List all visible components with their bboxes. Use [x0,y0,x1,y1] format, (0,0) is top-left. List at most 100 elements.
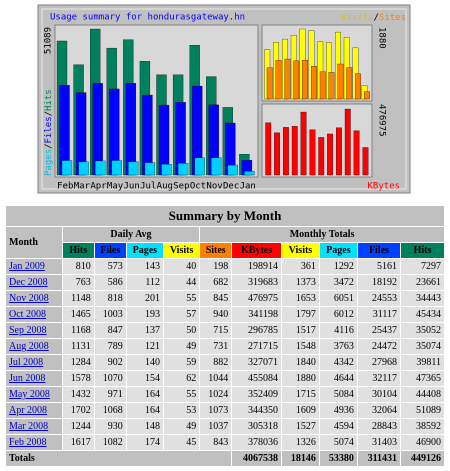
value-cell: 31403 [356,434,402,451]
value-cell: 193 [125,306,165,323]
month-link[interactable]: Dec 2008 [9,277,48,288]
month-link[interactable]: Jun 2008 [9,373,46,384]
pages-bar [194,157,205,176]
value-cell: 198 [199,258,233,275]
max-label: 1880 [377,27,387,49]
kbytes-bar [353,130,360,176]
col-header: Month [5,226,63,259]
x-tick-label: Jan [240,182,256,192]
value-cell: 201 [125,290,165,307]
value-cell: 344350 [231,402,282,419]
legend-item: Visits [341,13,374,23]
x-tick-label: Apr [90,182,107,192]
value-cell: 25437 [356,322,402,339]
month-cell: Dec 2008 [5,274,63,291]
month-link[interactable]: Sep 2008 [9,325,47,336]
month-cell: Feb 2008 [5,434,63,451]
value-cell: 154 [125,370,165,387]
pages-bar [161,164,172,176]
value-cell: 27968 [356,354,402,371]
value-cell: 3472 [318,274,358,291]
summary-table: Summary by Month Month Daily Avg Monthly To… [4,205,445,467]
col-header: Sites [199,242,233,259]
sites-bar [275,60,282,100]
value-cell: 940 [199,306,233,323]
value-cell: 818 [93,290,127,307]
value-cell: 112 [125,274,165,291]
legend-item: Hits [44,89,54,111]
value-cell: 327071 [231,354,282,371]
month-link[interactable]: Feb 2008 [9,437,47,448]
col-header: Pages [125,242,165,259]
sites-bar [311,66,317,100]
value-cell: 32117 [356,370,402,387]
value-cell: 763 [61,274,95,291]
value-cell: 49 [162,418,201,435]
max-label: 51089 [44,27,54,54]
value-cell: 1284 [61,354,95,371]
pages-bar [211,157,222,176]
value-cell: 4594 [318,418,358,435]
x-tick-label: Jul [140,182,156,192]
month-cell: Nov 2008 [5,290,63,307]
month-link[interactable]: Jan 2009 [9,261,45,272]
value-cell: 143 [125,258,165,275]
value-cell: 4342 [318,354,358,371]
value-cell: 715 [199,322,233,339]
value-cell: 35052 [400,322,445,339]
col-header: Visits [280,242,320,259]
month-cell: May 2008 [5,386,63,403]
month-link[interactable]: Jul 2008 [9,357,44,368]
total-cell: 53380 [318,450,358,467]
x-tick-label: Jun [123,182,139,192]
month-link[interactable]: Nov 2008 [9,293,49,304]
month-cell: Mar 2008 [5,418,63,435]
value-cell: 1024 [199,386,233,403]
col-header: KBytes [231,242,282,259]
value-cell: 4116 [318,322,358,339]
month-cell: Jul 2008 [5,354,63,371]
value-cell: 49 [162,338,201,355]
value-cell: 930 [93,418,127,435]
month-link[interactable]: May 2008 [9,389,50,400]
sites-bar [364,91,370,100]
value-cell: 271715 [231,338,282,355]
value-cell: 731 [199,338,233,355]
month-link[interactable]: Mar 2008 [9,421,49,432]
value-cell: 1715 [280,386,320,403]
pages-bar [144,162,156,176]
value-cell: 44 [162,274,201,291]
totals-label: Totals [4,450,233,467]
month-link[interactable]: Apr 2008 [9,405,48,416]
value-cell: 1168 [61,322,95,339]
graph-bevel [41,8,407,190]
value-cell: 296785 [231,322,282,339]
value-cell: 1880 [280,370,320,387]
col-header: Hits [400,242,445,259]
legend-top-right: Visits/Sites [341,13,406,23]
value-cell: 847 [93,322,127,339]
kbytes-bar [291,126,298,176]
pages-bar [95,160,106,176]
value-cell: 378036 [231,434,282,451]
value-cell: 5074 [318,434,358,451]
value-cell: 573 [93,258,127,275]
value-cell: 789 [93,338,127,355]
value-cell: 1326 [280,434,320,451]
value-cell: 5161 [356,258,402,275]
value-cell: 4644 [318,370,358,387]
month-cell: Sep 2008 [5,322,63,339]
value-cell: 44408 [400,386,445,403]
legend-item: Pages [44,149,54,176]
value-cell: 361 [280,258,320,275]
month-link[interactable]: Oct 2008 [9,309,46,320]
legend-bottom-right: KBytes [367,182,400,192]
value-cell: 810 [61,258,95,275]
value-cell: 1073 [199,402,233,419]
value-cell: 352409 [231,386,282,403]
value-cell: 47365 [400,370,445,387]
value-cell: 32064 [356,402,402,419]
month-link[interactable]: Aug 2008 [9,341,49,352]
value-cell: 24553 [356,290,402,307]
kbytes-bar [362,147,369,176]
